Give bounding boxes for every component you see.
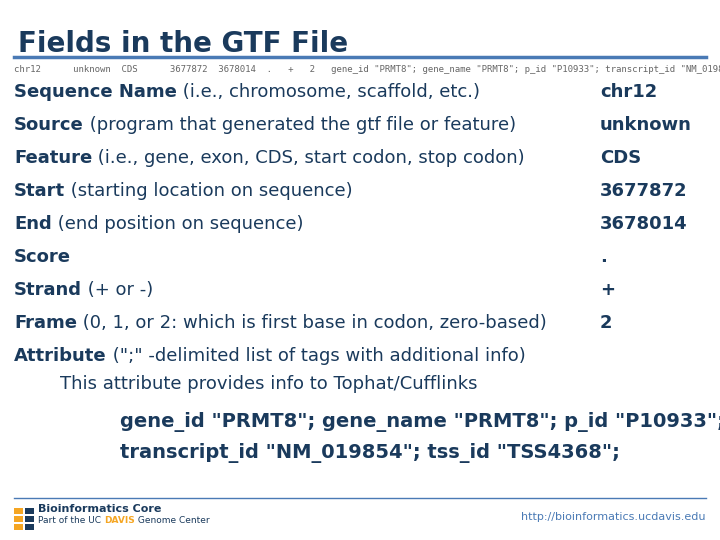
Bar — [25, 524, 34, 530]
Text: .: . — [600, 248, 607, 266]
Text: Genome Center: Genome Center — [135, 516, 210, 525]
Text: +: + — [600, 281, 615, 299]
Text: Bioinformatics Core: Bioinformatics Core — [38, 504, 161, 514]
Bar — [14, 524, 23, 530]
Text: Score: Score — [14, 248, 71, 266]
Bar — [14, 508, 23, 514]
Text: Strand: Strand — [14, 281, 82, 299]
Text: http://bioinformatics.ucdavis.edu: http://bioinformatics.ucdavis.edu — [521, 512, 706, 522]
Text: chr12      unknown  CDS      3677872  3678014  .   +   2   gene_id "PRMT8"; gene: chr12 unknown CDS 3677872 3678014 . + 2 … — [14, 65, 720, 74]
Text: (+ or -): (+ or -) — [82, 281, 153, 299]
Text: (0, 1, or 2: which is first base in codon, zero-based): (0, 1, or 2: which is first base in codo… — [77, 314, 546, 332]
Text: gene_id "PRMT8"; gene_name "PRMT8"; p_id "P10933";: gene_id "PRMT8"; gene_name "PRMT8"; p_id… — [120, 412, 720, 432]
Text: (i.e., gene, exon, CDS, start codon, stop codon): (i.e., gene, exon, CDS, start codon, sto… — [92, 149, 525, 167]
Bar — [25, 516, 34, 522]
Text: Attribute: Attribute — [14, 347, 107, 365]
Text: chr12: chr12 — [600, 83, 657, 101]
Text: Feature: Feature — [14, 149, 92, 167]
Text: (program that generated the gtf file or feature): (program that generated the gtf file or … — [84, 116, 516, 134]
Text: Source: Source — [14, 116, 84, 134]
Text: Sequence Name: Sequence Name — [14, 83, 177, 101]
Text: (";" -delimited list of tags with additional info): (";" -delimited list of tags with additi… — [107, 347, 526, 365]
Text: (starting location on sequence): (starting location on sequence) — [65, 182, 353, 200]
Text: Fields in the GTF File: Fields in the GTF File — [18, 30, 348, 58]
Text: 2: 2 — [600, 314, 613, 332]
Text: This attribute provides info to Tophat/Cufflinks: This attribute provides info to Tophat/C… — [60, 375, 477, 393]
Text: End: End — [14, 215, 52, 233]
Bar — [14, 516, 23, 522]
Text: Frame: Frame — [14, 314, 77, 332]
Text: Part of the UC: Part of the UC — [38, 516, 104, 525]
Text: DAVIS: DAVIS — [104, 516, 135, 525]
Text: transcript_id "NM_019854"; tss_id "TSS4368";: transcript_id "NM_019854"; tss_id "TSS43… — [120, 443, 620, 463]
Text: unknown: unknown — [600, 116, 692, 134]
Text: (i.e., chromosome, scaffold, etc.): (i.e., chromosome, scaffold, etc.) — [177, 83, 480, 101]
Text: 3677872: 3677872 — [600, 182, 688, 200]
Text: 3678014: 3678014 — [600, 215, 688, 233]
Text: CDS: CDS — [600, 149, 642, 167]
Text: Start: Start — [14, 182, 65, 200]
Bar — [25, 508, 34, 514]
Text: (end position on sequence): (end position on sequence) — [52, 215, 303, 233]
